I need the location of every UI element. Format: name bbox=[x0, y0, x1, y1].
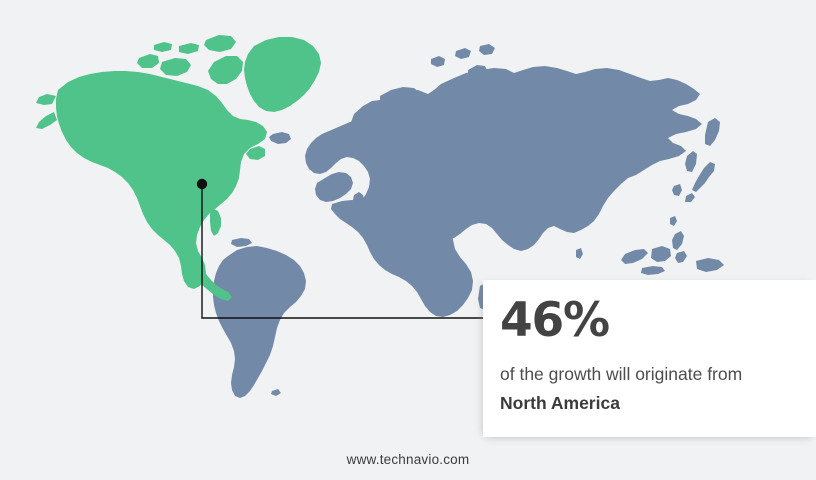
map-shape-central-america bbox=[189, 264, 232, 301]
callout-box: 46% of the growth will originate from No… bbox=[483, 280, 816, 437]
map-shape-greenland bbox=[244, 37, 321, 112]
map-shape-iceland bbox=[269, 132, 291, 144]
map-region-north-america[interactable] bbox=[36, 35, 321, 301]
map-shape-alaska-west bbox=[36, 94, 56, 105]
map-shape-newfoundland bbox=[246, 146, 265, 160]
callout-leader bbox=[196, 178, 488, 319]
map-shape-arabia bbox=[434, 200, 467, 231]
footer-website-url[interactable]: www.technavio.com bbox=[346, 452, 470, 467]
map-shape-arctic-island-a bbox=[455, 48, 471, 59]
callout-description: of the growth will originate from North … bbox=[500, 360, 790, 418]
map-shape-sakhalin bbox=[685, 151, 697, 172]
map-shape-korea bbox=[672, 184, 682, 196]
map-shape-florida bbox=[210, 208, 221, 236]
map-shape-ireland bbox=[310, 152, 320, 162]
map-shape-svalbard bbox=[431, 56, 445, 67]
map-shape-arctic-islet-a bbox=[179, 43, 199, 54]
map-shape-south-georgia bbox=[271, 389, 281, 396]
map-shape-victoria-island bbox=[160, 58, 191, 76]
map-shape-indonesia-java bbox=[641, 266, 665, 275]
map-shape-ellesmere-island bbox=[204, 35, 236, 52]
map-shape-novaya-zemlya bbox=[468, 65, 488, 80]
map-shape-banks-island bbox=[137, 54, 159, 68]
map-shape-british-isles bbox=[320, 148, 335, 165]
map-shape-baffin-island bbox=[208, 56, 243, 84]
map-region-rest-of-world bbox=[213, 44, 724, 398]
map-shape-sri-lanka bbox=[576, 248, 583, 259]
map-shape-taiwan bbox=[670, 216, 677, 226]
map-shape-philippines bbox=[672, 231, 684, 250]
map-shape-arctic-island-b bbox=[479, 44, 495, 55]
map-shape-north-america-mainland bbox=[56, 71, 267, 289]
leader-line-path bbox=[201, 184, 488, 319]
north-america-marker-dot[interactable] bbox=[196, 178, 208, 190]
map-shape-south-america bbox=[213, 246, 306, 398]
map-shape-scandinavia bbox=[350, 100, 385, 136]
map-shape-eurasia bbox=[305, 66, 702, 251]
map-shape-africa bbox=[331, 200, 473, 317]
map-shape-indonesia-sumatra bbox=[621, 249, 648, 264]
world-map-svg bbox=[36, 35, 724, 398]
map-shape-japan-south bbox=[685, 193, 695, 202]
map-shape-new-guinea bbox=[696, 258, 724, 272]
map-shape-caribbean bbox=[231, 238, 252, 247]
map-shape-japan bbox=[692, 162, 715, 192]
map-shape-alaska-aleutians bbox=[36, 112, 57, 129]
callout-stat-value: 46% bbox=[500, 293, 610, 348]
map-shape-europe-west bbox=[315, 172, 353, 202]
callout-region-name: North America bbox=[500, 393, 620, 413]
map-shape-indonesia-borneo bbox=[651, 246, 671, 262]
map-shape-scandinavia-north bbox=[380, 87, 420, 107]
map-shape-kamchatka bbox=[705, 118, 720, 146]
map-shape-indonesia-sulawesi bbox=[675, 251, 687, 263]
map-shape-arctic-islet-b bbox=[154, 42, 172, 52]
callout-description-prefix: of the growth will originate from bbox=[500, 364, 743, 384]
